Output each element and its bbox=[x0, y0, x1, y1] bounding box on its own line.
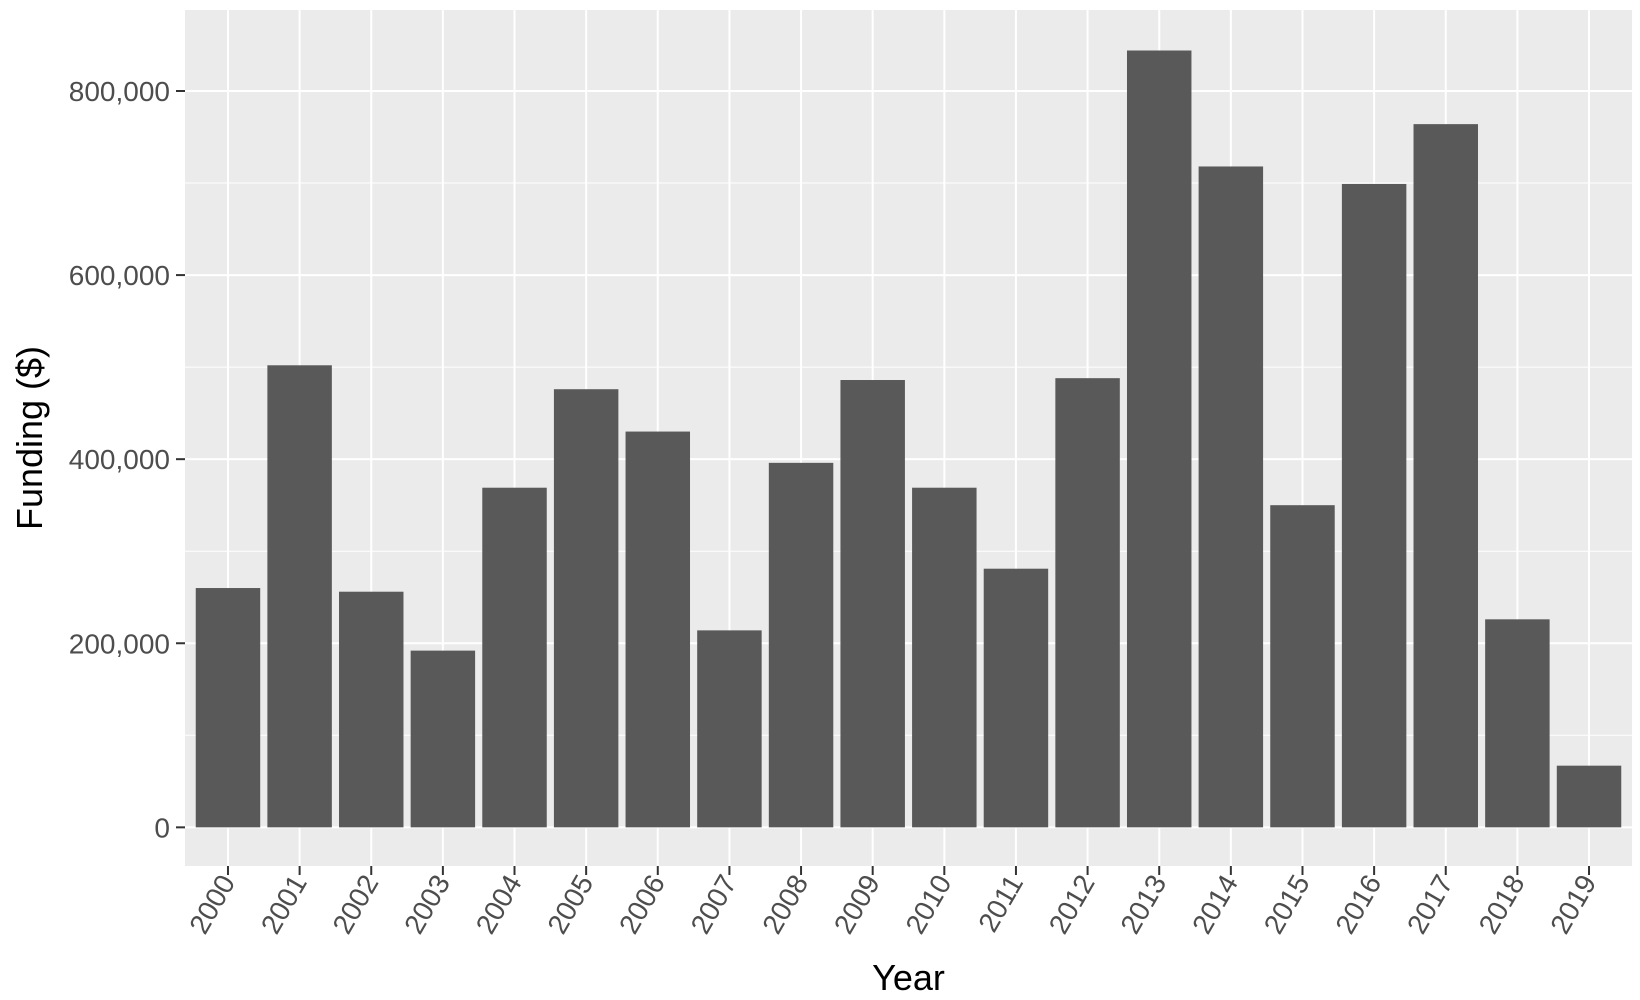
x-tick-label: 2009 bbox=[828, 870, 886, 939]
x-tick-label: 2017 bbox=[1401, 870, 1459, 939]
y-tick-label: 0 bbox=[154, 812, 170, 843]
x-tick-label: 2005 bbox=[541, 870, 599, 939]
bar-2007 bbox=[697, 630, 762, 828]
bar-2002 bbox=[339, 591, 404, 828]
y-tick-label: 800,000 bbox=[69, 76, 170, 107]
x-tick-label: 2010 bbox=[900, 870, 958, 939]
x-tick-label: 2006 bbox=[613, 870, 671, 939]
x-tick-label: 2002 bbox=[326, 870, 384, 939]
x-tick-label: 2004 bbox=[470, 870, 528, 939]
bar-2012 bbox=[1055, 378, 1120, 828]
bar-2010 bbox=[912, 487, 977, 828]
bar-2013 bbox=[1126, 50, 1192, 828]
bar-2017 bbox=[1413, 124, 1478, 828]
x-tick-label: 2016 bbox=[1329, 870, 1387, 939]
bar-2001 bbox=[267, 365, 332, 828]
x-axis-title: Year bbox=[872, 957, 945, 998]
bar-2014 bbox=[1198, 166, 1264, 828]
bar-2005 bbox=[553, 389, 619, 828]
y-tick-label: 400,000 bbox=[69, 444, 170, 475]
x-tick-label: 2008 bbox=[756, 870, 814, 939]
x-tick-label: 2003 bbox=[398, 870, 456, 939]
bar-2016 bbox=[1341, 183, 1407, 828]
x-tick-label: 2007 bbox=[685, 870, 743, 939]
bar-2019 bbox=[1556, 765, 1622, 828]
bar-2003 bbox=[410, 650, 476, 828]
bar-2015 bbox=[1270, 505, 1335, 828]
y-tick-label: 600,000 bbox=[69, 260, 170, 291]
bar-2018 bbox=[1485, 619, 1550, 828]
bar-2000 bbox=[195, 588, 261, 828]
bar-2008 bbox=[768, 462, 834, 828]
x-tick-label: 2013 bbox=[1114, 870, 1172, 939]
bar-2004 bbox=[482, 487, 547, 828]
x-tick-label: 2018 bbox=[1473, 870, 1531, 939]
x-tick-label: 2001 bbox=[255, 870, 313, 939]
x-tick-label: 2015 bbox=[1258, 870, 1316, 939]
x-tick-label: 2012 bbox=[1043, 870, 1101, 939]
y-axis-title: Funding ($) bbox=[9, 346, 50, 530]
x-tick-label: 2014 bbox=[1186, 870, 1244, 939]
bar-2009 bbox=[840, 380, 905, 828]
x-tick-label: 2000 bbox=[183, 870, 241, 939]
bar-2011 bbox=[983, 568, 1049, 828]
y-tick-label: 200,000 bbox=[69, 628, 170, 659]
bars bbox=[195, 50, 1622, 828]
bar-2006 bbox=[625, 431, 691, 828]
x-tick-label: 2019 bbox=[1544, 870, 1602, 939]
x-tick-label: 2011 bbox=[972, 869, 1029, 937]
